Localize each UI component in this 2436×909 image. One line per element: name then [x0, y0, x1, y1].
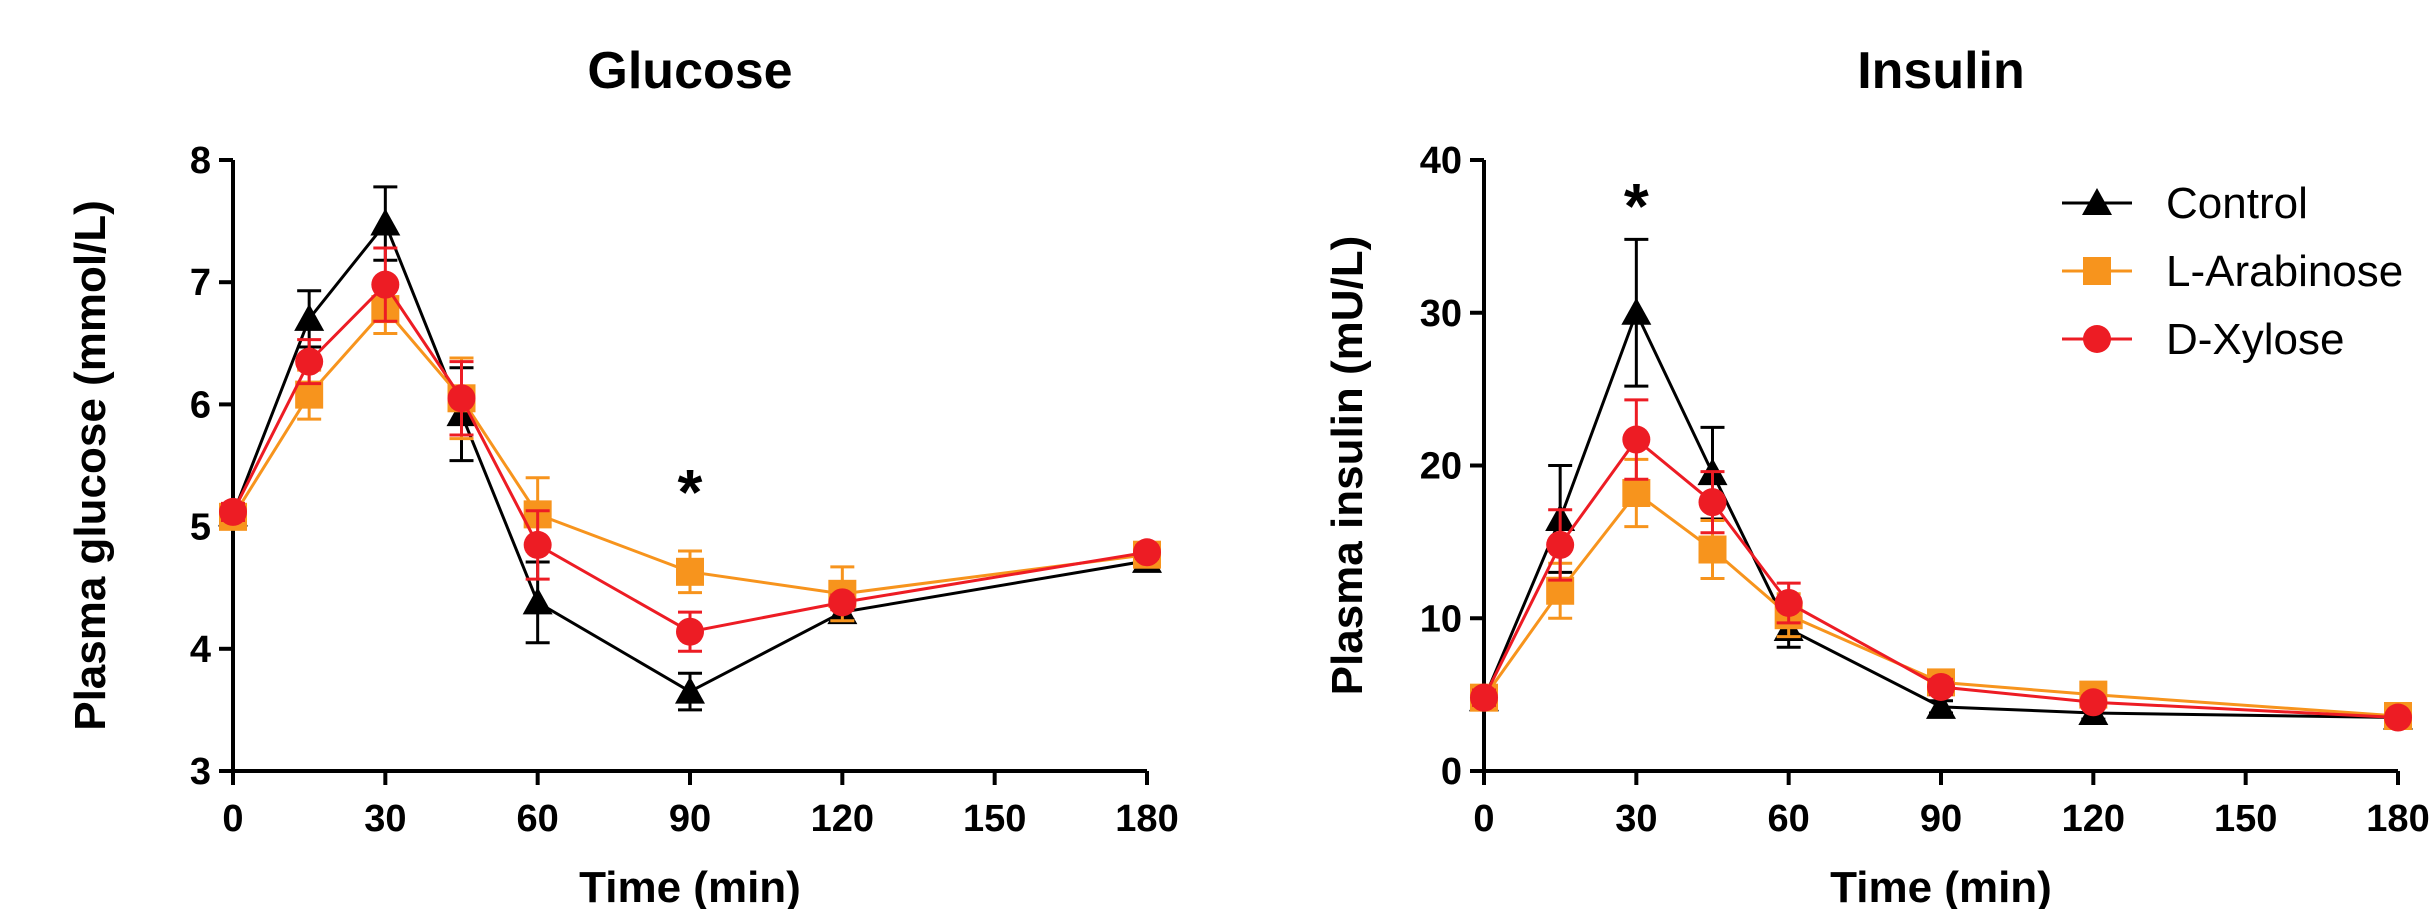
- y-tick-label: 5: [190, 507, 211, 549]
- data-point: [1470, 683, 1498, 712]
- data-point: [1133, 538, 1161, 567]
- data-point: [2079, 688, 2108, 717]
- x-tick-label: 30: [1615, 798, 1657, 840]
- y-tick-label: 10: [1420, 598, 1462, 640]
- data-point: [1622, 425, 1651, 454]
- y-tick-label: 7: [190, 262, 211, 304]
- y-tick-label: 40: [1420, 140, 1462, 182]
- y-tick-label: 0: [1441, 751, 1462, 793]
- x-tick-label: 150: [963, 798, 1026, 840]
- legend-label: D-Xylose: [2166, 315, 2345, 364]
- x-tick-label: 120: [811, 798, 874, 840]
- series-l-arabinose: [219, 283, 1161, 623]
- x-tick-label: 60: [517, 798, 559, 840]
- data-point: [447, 384, 476, 413]
- data-point: [676, 617, 704, 646]
- series-line: [231, 306, 1148, 596]
- series-line: [231, 220, 1148, 694]
- data-point: [675, 676, 705, 704]
- series-control: [1469, 237, 2413, 730]
- data-point: [676, 557, 704, 586]
- data-point: [523, 530, 552, 559]
- series-line: [1482, 308, 2399, 720]
- y-tick-label: 8: [190, 140, 211, 182]
- legend-marker: [2082, 188, 2112, 215]
- y-tick-label: 20: [1420, 446, 1462, 488]
- chart-title: Glucose: [587, 42, 792, 100]
- x-tick-label: 0: [1473, 798, 1494, 840]
- series-line: [231, 282, 1148, 634]
- data-point: [1621, 297, 1652, 325]
- legend-label: Control: [2166, 179, 2308, 228]
- series-d-xylose: [1470, 398, 2412, 732]
- data-point: [1698, 535, 1727, 564]
- y-tick-label: 4: [190, 629, 211, 671]
- y-axis-label: Plasma glucose (mmol/L): [66, 200, 115, 731]
- x-axis-label: Time (min): [1830, 863, 2052, 909]
- legend: Control L-Arabinose D-Xylose: [2062, 179, 2403, 364]
- data-point: [371, 270, 400, 299]
- data-point: [2384, 703, 2412, 732]
- x-tick-label: 60: [1768, 798, 1810, 840]
- data-point: [219, 497, 247, 526]
- x-tick-label: 90: [669, 798, 711, 840]
- data-point: [1927, 672, 1955, 701]
- data-point: [1546, 530, 1575, 559]
- x-tick-label: 180: [1115, 798, 1178, 840]
- chart-title: Insulin: [1857, 42, 2025, 100]
- y-axis-label: Plasma insulin (mU/L): [1323, 236, 1372, 696]
- data-point: [1698, 488, 1727, 517]
- x-tick-label: 120: [2062, 798, 2125, 840]
- y-tick-label: 6: [190, 384, 211, 426]
- x-tick-label: 0: [222, 798, 243, 840]
- x-tick-label: 180: [2366, 798, 2429, 840]
- data-point: [1774, 588, 1803, 617]
- y-tick-label: 3: [190, 751, 211, 793]
- x-tick-label: 150: [2214, 798, 2277, 840]
- data-point: [1622, 478, 1651, 507]
- legend-marker: [2083, 257, 2111, 285]
- data-point: [522, 587, 553, 615]
- significance-marker: *: [678, 456, 703, 528]
- data-point: [294, 303, 325, 331]
- series-line: [1482, 490, 2399, 718]
- data-point: [370, 208, 401, 236]
- legend-label: L-Arabinose: [2166, 247, 2403, 296]
- y-tick-label: 30: [1420, 293, 1462, 335]
- significance-marker: *: [1624, 170, 1649, 242]
- series-d-xylose: [219, 246, 1161, 653]
- series-line: [1482, 437, 2399, 720]
- glucose-chart: Glucose 3 4 5 6 7 8 0 30 60 90 120 150 180 Time (min) P…: [66, 42, 1179, 909]
- x-axis-label: Time (min): [579, 863, 801, 909]
- x-tick-label: 90: [1920, 798, 1962, 840]
- data-point: [1926, 691, 1956, 719]
- insulin-chart: Insulin 0 10 20 30 40 0 30 60 90 120 150 180 Time (mi…: [1323, 42, 2430, 909]
- x-tick-label: 30: [364, 798, 406, 840]
- data-point: [828, 588, 857, 617]
- legend-marker: [2083, 325, 2111, 353]
- data-point: [295, 380, 324, 409]
- data-point: [295, 347, 324, 376]
